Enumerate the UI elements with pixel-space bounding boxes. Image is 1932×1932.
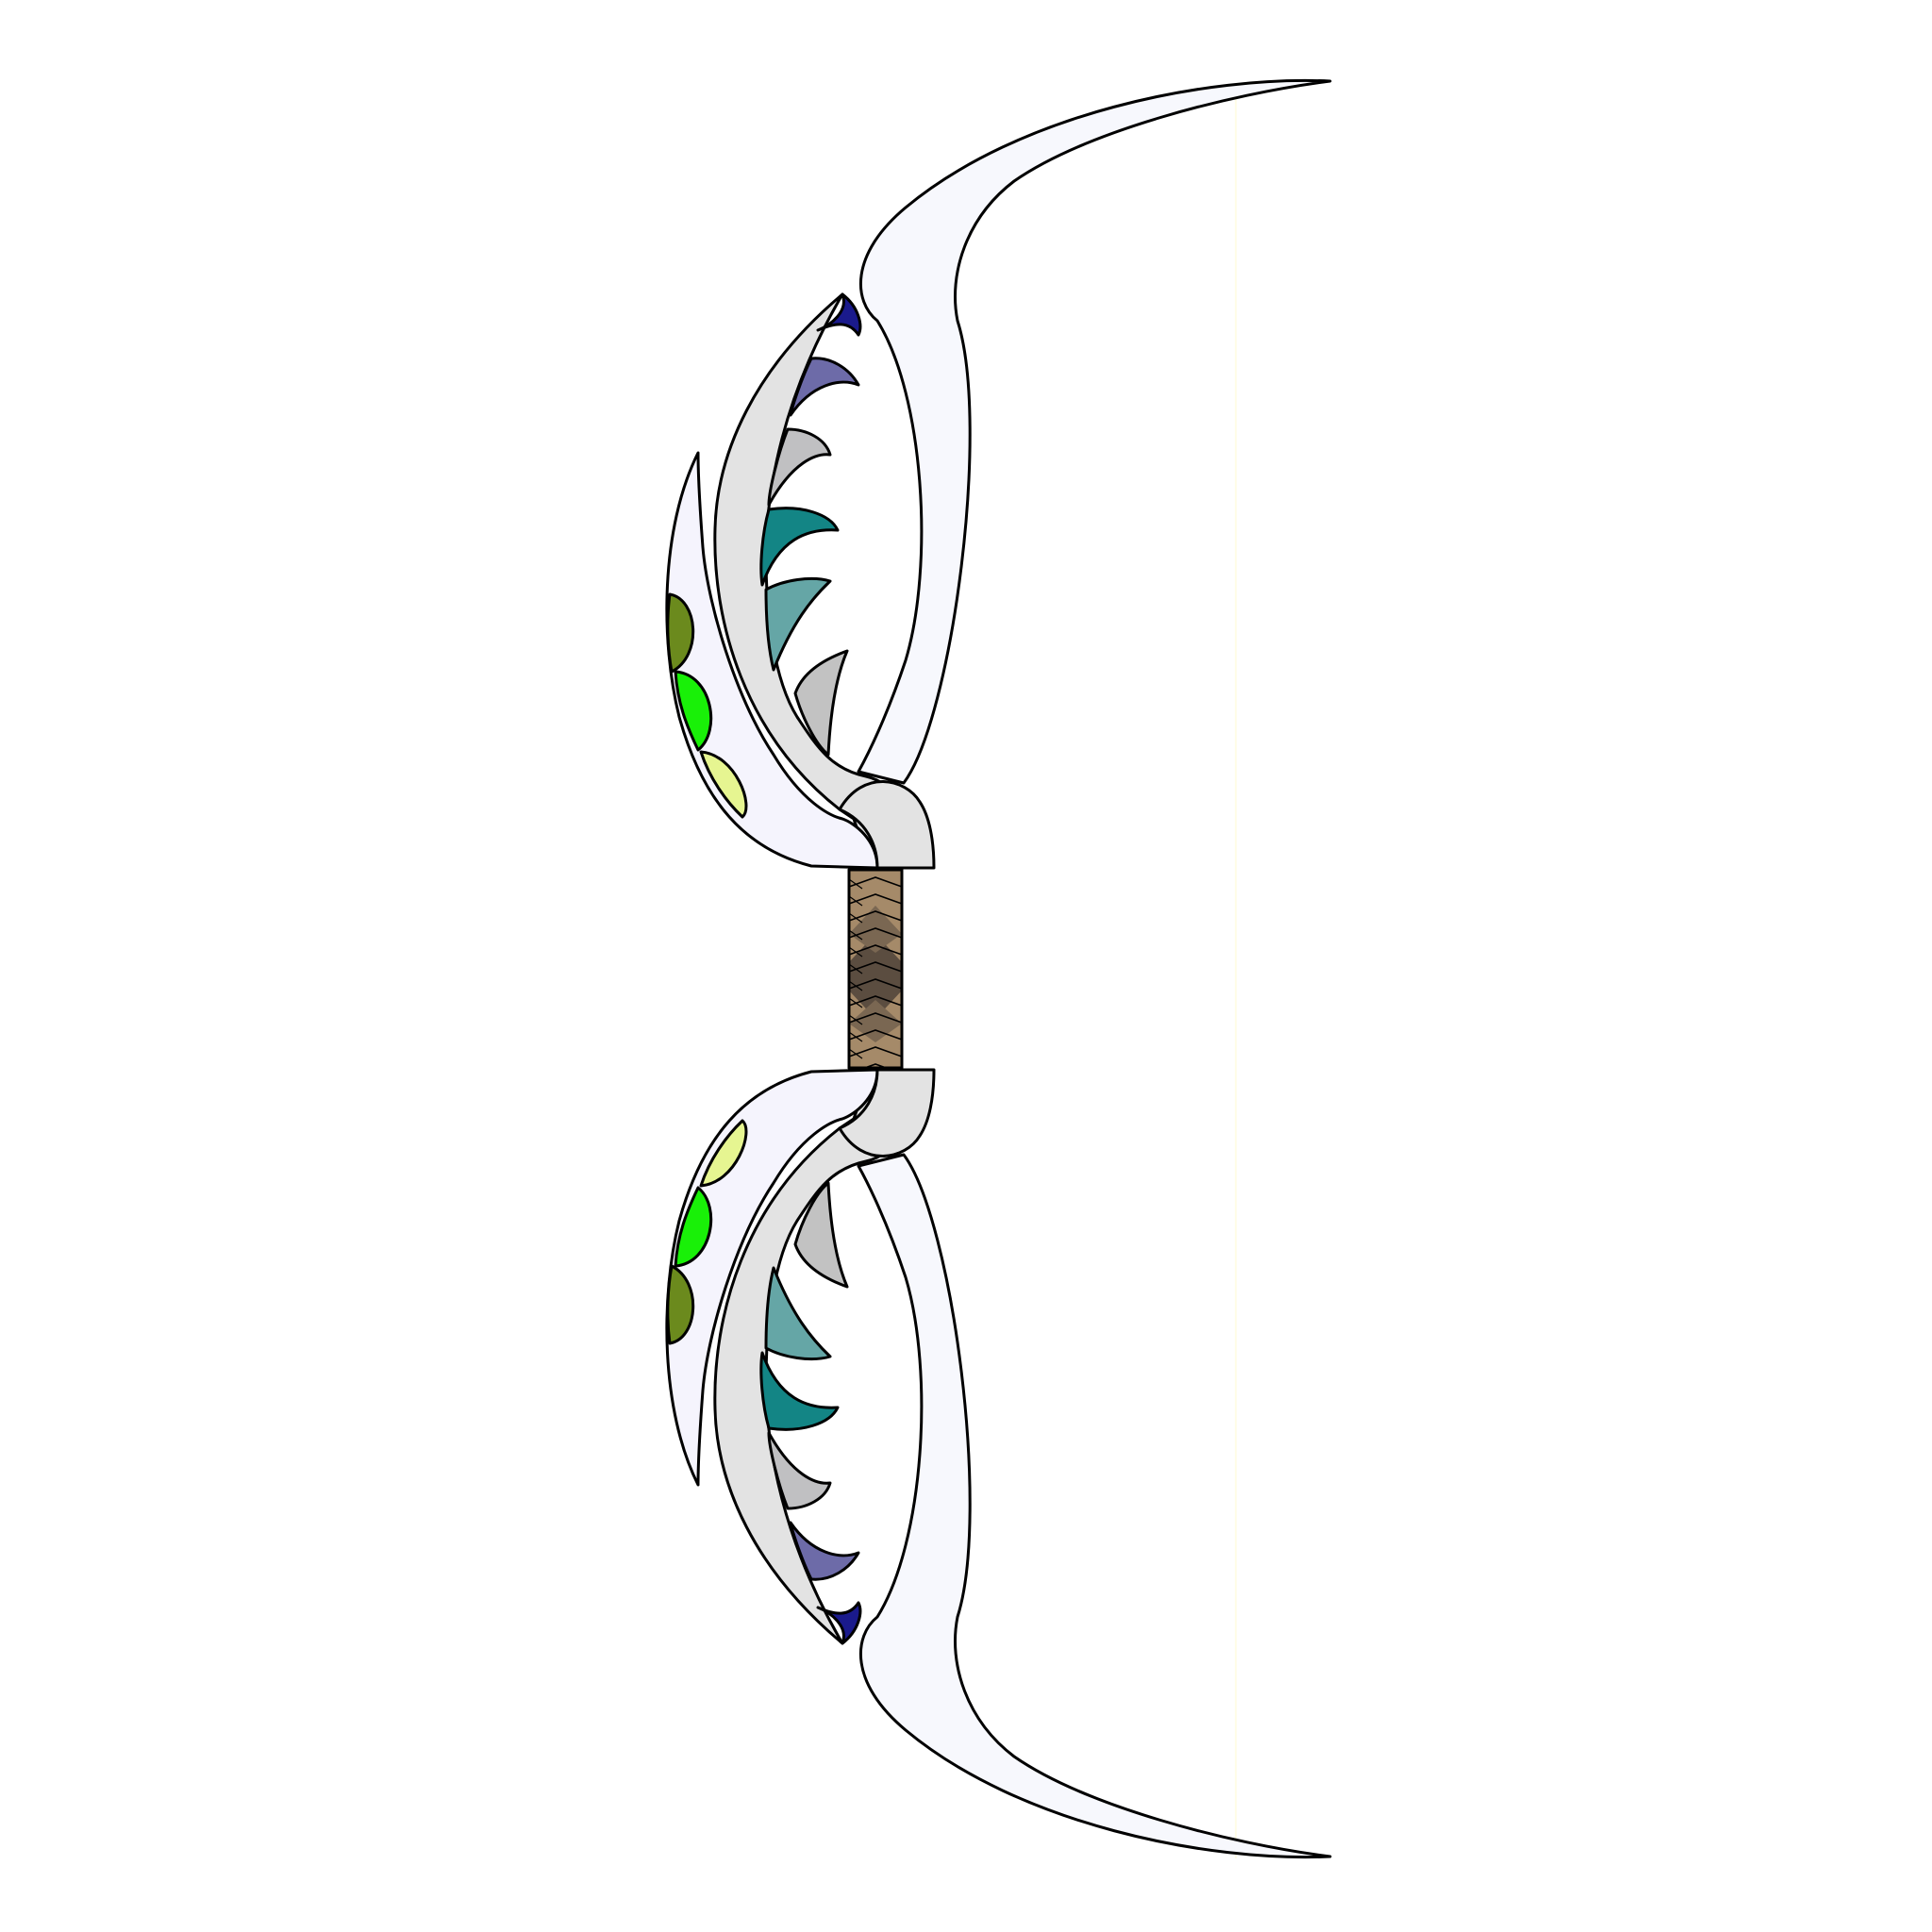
scale (674, 670, 713, 752)
grip-weave-line (848, 978, 903, 990)
grip-weave-pattern (848, 876, 903, 1076)
grip-weave-line (848, 980, 863, 991)
grip-weave-line (848, 927, 903, 939)
spike (789, 357, 860, 417)
spike (759, 507, 840, 587)
grip-outline (847, 868, 904, 1070)
bow-grip (847, 868, 904, 1076)
spike (793, 649, 849, 757)
grip-weave-line (848, 946, 863, 958)
grip-weave-line (848, 878, 863, 890)
upper-hub (838, 780, 936, 870)
lower-limb-assembly (665, 1068, 1332, 1859)
scale (666, 592, 695, 674)
spike (767, 427, 832, 507)
grip-weave-line (848, 997, 863, 1008)
upper-outer-scales (666, 592, 748, 819)
spike (816, 292, 862, 337)
grip-weave-line (848, 876, 903, 888)
upper-main-limb (857, 78, 1332, 785)
grip-weave-line (848, 910, 903, 922)
grip-weave-line (848, 1014, 863, 1025)
grip-weave-line (848, 912, 863, 924)
grip-weave-line (848, 893, 903, 905)
grip-weave-line (848, 963, 863, 974)
grip-weave-line (848, 1046, 903, 1058)
grip-mid-diamond (849, 906, 902, 953)
grip-mid-diamond (849, 1000, 902, 1042)
grip-dark-diamond (849, 934, 902, 1019)
spike (764, 576, 832, 672)
grip-weave-line (848, 961, 903, 973)
grip-weave-line (848, 944, 903, 956)
grip-weave-line (848, 895, 863, 907)
scale (699, 750, 748, 819)
grip-weave-line (848, 1029, 903, 1041)
grip-weave-line (848, 1012, 903, 1024)
upper-limb-assembly (665, 78, 1332, 870)
grip-weave-line (848, 929, 863, 941)
grip-weave-line (848, 1048, 863, 1059)
grip-weave-line (848, 1031, 863, 1042)
grip-weave-line (848, 995, 903, 1007)
upper-inner-spikes (759, 292, 862, 757)
